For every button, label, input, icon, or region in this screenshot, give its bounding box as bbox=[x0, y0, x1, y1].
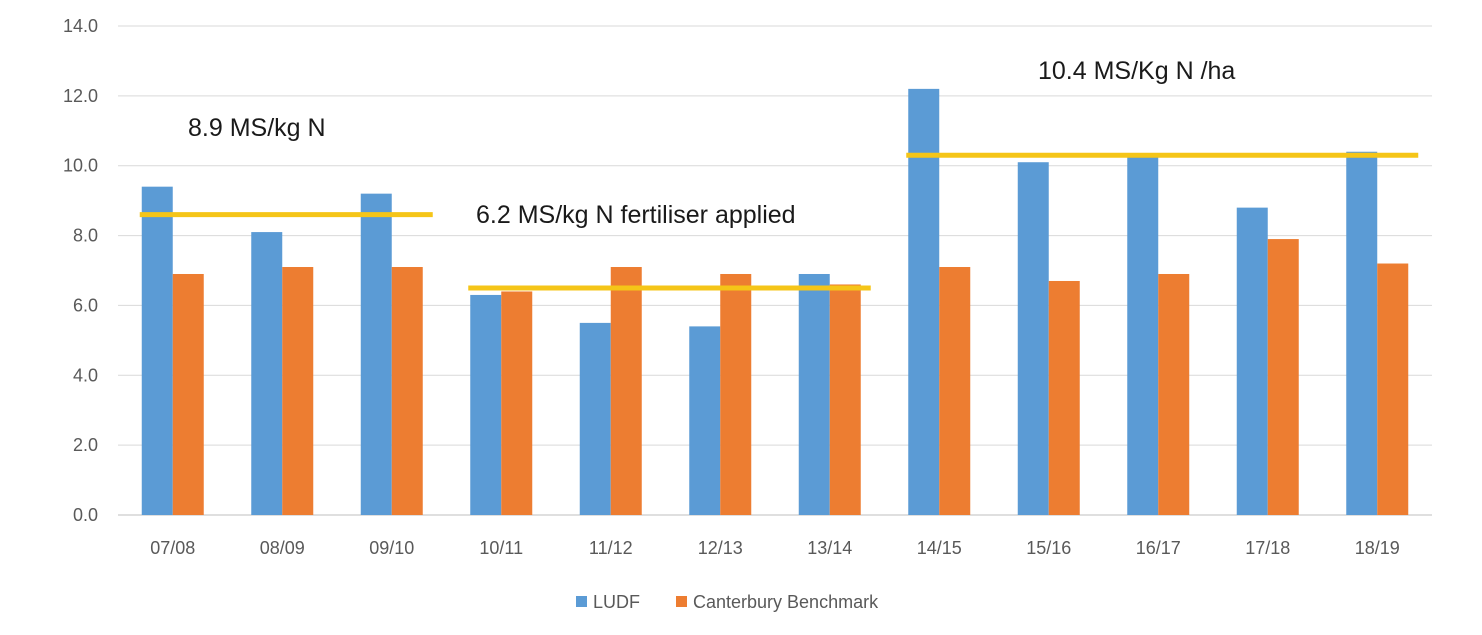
bar-ludf bbox=[798, 273, 830, 515]
y-tick-label: 0.0 bbox=[73, 505, 98, 525]
bar-canterbury-benchmark bbox=[1377, 263, 1409, 515]
bars bbox=[141, 88, 1409, 516]
bar-canterbury-benchmark bbox=[501, 291, 533, 515]
x-tick-label: 10/11 bbox=[479, 538, 523, 558]
y-tick-label: 4.0 bbox=[73, 365, 98, 385]
x-tick-label: 16/17 bbox=[1136, 538, 1181, 558]
bar-canterbury-benchmark bbox=[282, 267, 314, 515]
x-tick-label: 12/13 bbox=[698, 538, 743, 558]
bar-canterbury-benchmark bbox=[1048, 280, 1080, 515]
bar-ludf bbox=[251, 232, 283, 516]
bar-ludf bbox=[470, 294, 502, 515]
y-axis-ticks: 0.0 2.0 4.0 6.0 8.0 10.0 12.0 14.0 bbox=[63, 16, 98, 525]
y-tick-label: 2.0 bbox=[73, 435, 98, 455]
y-tick-label: 10.0 bbox=[63, 156, 98, 176]
reference-lines bbox=[139, 152, 1419, 291]
x-tick-label: 13/14 bbox=[807, 538, 852, 558]
bar-canterbury-benchmark bbox=[720, 273, 752, 515]
y-tick-label: 12.0 bbox=[63, 86, 98, 106]
bar-ludf bbox=[1346, 151, 1378, 515]
bar-canterbury-benchmark bbox=[939, 267, 971, 515]
x-tick-label: 11/12 bbox=[589, 538, 633, 558]
x-tick-label: 18/19 bbox=[1355, 538, 1400, 558]
bar-ludf bbox=[360, 193, 392, 515]
gridlines bbox=[118, 25, 1432, 516]
bar-ludf bbox=[1017, 162, 1049, 515]
legend-label-ludf: LUDF bbox=[593, 592, 640, 612]
annotation-late-average: 10.4 MS/Kg N /ha bbox=[1038, 57, 1235, 85]
x-tick-label: 17/18 bbox=[1245, 538, 1290, 558]
y-tick-label: 6.0 bbox=[73, 295, 98, 315]
y-tick-label: 8.0 bbox=[73, 226, 98, 246]
x-tick-label: 09/10 bbox=[369, 538, 414, 558]
x-tick-label: 08/09 bbox=[260, 538, 305, 558]
bar-canterbury-benchmark bbox=[610, 267, 642, 515]
bar-canterbury-benchmark bbox=[391, 267, 423, 515]
bar-ludf bbox=[1127, 155, 1159, 515]
annotation-mid-average: 6.2 MS/kg N fertiliser applied bbox=[476, 201, 796, 229]
annotation-early-average: 8.9 MS/kg N bbox=[188, 114, 326, 142]
bar-canterbury-benchmark bbox=[829, 284, 861, 515]
legend: LUDF Canterbury Benchmark bbox=[576, 592, 879, 612]
x-axis-ticks: 07/08 08/09 09/10 10/11 11/12 12/13 13/14 14/15… bbox=[150, 538, 1400, 558]
bar-canterbury-benchmark bbox=[1267, 239, 1299, 516]
x-tick-label: 07/08 bbox=[150, 538, 195, 558]
x-tick-label: 14/15 bbox=[917, 538, 962, 558]
bar-ludf bbox=[1236, 207, 1268, 515]
bar-ludf bbox=[141, 186, 173, 515]
bar-canterbury-benchmark bbox=[1158, 273, 1190, 515]
x-tick-label: 15/16 bbox=[1026, 538, 1071, 558]
bar-ludf bbox=[908, 88, 940, 515]
bar-ludf bbox=[579, 322, 611, 515]
legend-label-canterbury-benchmark: Canterbury Benchmark bbox=[693, 592, 879, 612]
bar-ludf bbox=[689, 326, 721, 515]
bar-canterbury-benchmark bbox=[172, 273, 204, 515]
y-tick-label: 14.0 bbox=[63, 16, 98, 36]
legend-swatch-ludf bbox=[576, 596, 587, 607]
legend-swatch-canterbury-benchmark bbox=[676, 596, 687, 607]
